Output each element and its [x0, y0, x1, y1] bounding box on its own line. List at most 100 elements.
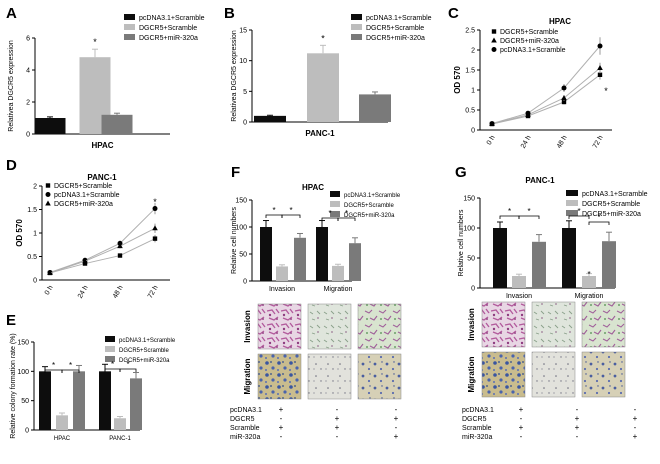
legend-swatch: [105, 346, 115, 352]
legend-marker: [45, 183, 51, 188]
invasion-micrograph: [257, 303, 302, 350]
bar-invasion-1: [512, 276, 526, 288]
legend-label-2: DGCR5+miR-320a: [54, 201, 113, 208]
sig-star: *: [321, 33, 325, 43]
group-label: Migration: [575, 293, 604, 300]
sig-star: *: [126, 360, 129, 369]
condition-sign: -: [336, 432, 339, 441]
data-point: [561, 99, 567, 105]
bar-invasion-1: [276, 266, 288, 281]
legend-marker: [491, 47, 497, 52]
data-point: [82, 261, 88, 266]
panel-letter-c: C: [448, 5, 459, 22]
legend-label-1: DGCR5+Scramble: [139, 25, 197, 32]
legend-swatch: [566, 210, 578, 216]
condition-sign: -: [634, 423, 637, 432]
y-axis-label: OD 570: [15, 219, 24, 247]
bar-invasion-0: [260, 227, 272, 281]
bar-migration-2: [349, 243, 361, 281]
y-tick-label: 15: [239, 28, 247, 35]
panel-letter-a: A: [6, 5, 17, 22]
bar-hpac-1: [56, 415, 68, 430]
legend-label-1: DGCR5+miR-320a: [500, 38, 559, 45]
sig-bracket: [588, 221, 610, 225]
data-point: [597, 65, 603, 70]
y-tick-label: 2: [33, 184, 37, 191]
condition-sign: +: [633, 432, 638, 441]
y-tick-label: 0: [26, 132, 30, 139]
condition-label: DGCR5: [462, 416, 487, 423]
y-tick-label: 2.5: [465, 28, 475, 35]
sig-star: *: [508, 207, 511, 216]
sig-star: *: [153, 197, 157, 207]
condition-sign: +: [335, 423, 340, 432]
y-tick-label: 6: [26, 36, 30, 43]
condition-sign: -: [280, 432, 283, 441]
legend-swatch: [330, 201, 340, 207]
bar-invasion-0: [493, 228, 507, 288]
data-point: [525, 110, 531, 116]
sig-star: *: [289, 206, 292, 215]
y-tick-label: 0: [25, 428, 29, 435]
y-axis-label: OD 570: [453, 66, 462, 94]
invasion-micrograph: [481, 301, 526, 348]
data-point: [47, 269, 53, 275]
y-tick-label: 0: [243, 120, 247, 127]
y-tick-label: 0.5: [465, 108, 475, 115]
panel-letter-g: G: [455, 164, 467, 181]
y-axis-label: Relative colony formation rate (%): [10, 333, 17, 438]
y-tick-label: 50: [239, 252, 247, 259]
sig-star: *: [69, 361, 72, 370]
legend-swatch: [124, 24, 135, 30]
x-axis-label: HPAC: [91, 141, 113, 150]
legend-marker: [491, 37, 497, 43]
y-axis-label: Relative cell numbers: [231, 207, 238, 274]
condition-sign: -: [576, 405, 579, 414]
condition-sign: +: [519, 405, 524, 414]
series-line-1: [491, 67, 601, 125]
condition-sign: -: [336, 405, 339, 414]
data-point: [597, 72, 603, 77]
legend-swatch: [105, 336, 115, 342]
condition-sign: +: [279, 423, 284, 432]
migration-micrograph: [581, 351, 626, 398]
y-tick-label: 100: [235, 225, 247, 232]
bar-hpac-2: [101, 114, 133, 134]
sig-bracket: [518, 215, 540, 219]
y-axis-label: Relativea DGCR5 expression: [231, 30, 238, 122]
y-axis-label: Relative cell numbers: [458, 209, 465, 276]
sig-bracket: [499, 215, 520, 219]
condition-sign: -: [634, 405, 637, 414]
sig-star: *: [52, 361, 55, 370]
bar-hpac-0: [34, 118, 66, 134]
condition-label: miR-320a: [462, 434, 492, 441]
legend-label-0: pcDNA3.1+Scramble: [119, 338, 176, 344]
condition-label: DGCR5: [230, 416, 255, 423]
y-tick-label: 0: [243, 279, 247, 286]
micrograph-row-label: Invasion: [467, 308, 476, 341]
condition-label: pcDNA3.1: [462, 407, 494, 414]
y-tick-label: 0.5: [27, 254, 37, 261]
data-point: [152, 236, 158, 241]
sig-bracket: [265, 214, 283, 218]
legend-swatch: [351, 14, 362, 20]
condition-sign: -: [520, 432, 523, 441]
series-line-1: [49, 208, 156, 273]
series-line-0: [49, 238, 156, 274]
micrograph-row-label: Invasion: [243, 310, 252, 343]
condition-label: pcDNA3.1: [230, 407, 262, 414]
bar-panc-1-2: [359, 94, 391, 122]
bar-hpac-2: [73, 371, 85, 430]
y-tick-label: 1: [33, 231, 37, 238]
bar-migration-1: [582, 276, 596, 288]
sig-bracket: [281, 214, 301, 218]
condition-label: Scramble: [230, 425, 260, 432]
sig-star: *: [604, 86, 608, 96]
legend-swatch: [566, 200, 578, 206]
bar-hpac-0: [39, 371, 51, 430]
invasion-micrograph: [307, 303, 352, 350]
y-tick-label: 100: [17, 369, 29, 376]
x-tick-label: 24 h: [520, 134, 533, 149]
data-point: [152, 206, 158, 212]
data-point: [82, 258, 88, 264]
